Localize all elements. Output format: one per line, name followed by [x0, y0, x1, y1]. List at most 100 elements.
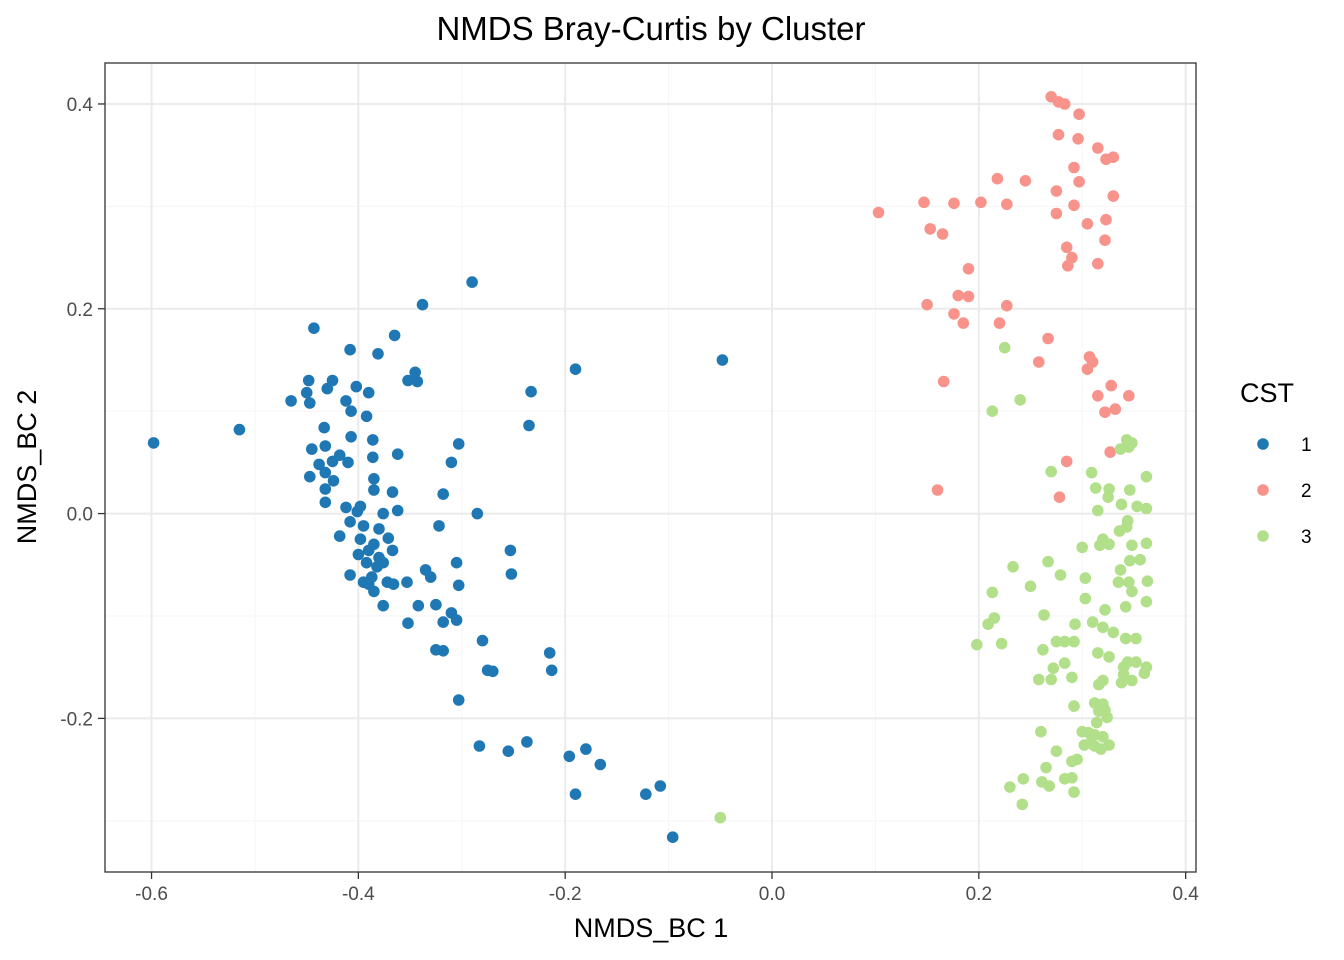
data-point-cluster-3: [1016, 798, 1029, 811]
data-point-cluster-3: [1094, 539, 1106, 552]
x-tick-label: 0.2: [966, 884, 992, 905]
data-point-cluster-3: [1101, 711, 1113, 724]
data-point-cluster-1: [450, 556, 463, 569]
data-point-cluster-2: [948, 308, 960, 320]
data-point-cluster-3: [1140, 470, 1153, 483]
data-point-cluster-2: [1068, 161, 1080, 174]
data-point-cluster-3: [1054, 569, 1067, 581]
data-point-cluster-1: [373, 523, 385, 535]
data-point-cluster-1: [345, 431, 357, 443]
data-point-cluster-3: [1103, 538, 1115, 551]
panel-border: [104, 62, 1197, 873]
data-point-cluster-2: [1109, 403, 1122, 415]
data-point-cluster-2: [1072, 133, 1084, 145]
data-point-cluster-3: [1123, 576, 1135, 588]
data-point-cluster-2: [1033, 356, 1045, 368]
data-point-cluster-3: [1124, 484, 1136, 496]
data-point-cluster-1: [367, 434, 379, 446]
data-point-cluster-3: [998, 341, 1011, 354]
data-point-cluster-1: [569, 363, 582, 376]
data-point-cluster-3: [1089, 482, 1102, 494]
data-point-cluster-1: [452, 694, 465, 706]
data-point-cluster-2: [962, 290, 975, 303]
data-point-cluster-3: [1068, 700, 1080, 712]
data-point-cluster-3: [1066, 755, 1078, 768]
data-point-cluster-1: [654, 780, 667, 792]
data-point-cluster-2: [962, 263, 975, 275]
data-point-cluster-2: [1081, 363, 1094, 376]
data-point-cluster-1: [409, 366, 422, 379]
data-point-cluster-3: [1097, 621, 1109, 634]
data-point-cluster-3: [1069, 618, 1081, 630]
data-point-cluster-1: [716, 354, 729, 366]
data-point-cluster-3: [1040, 761, 1052, 774]
data-point-cluster-2: [1081, 218, 1094, 230]
data-point-cluster-3: [971, 638, 983, 651]
data-point-cluster-1: [340, 395, 352, 407]
data-point-cluster-1: [300, 386, 313, 399]
data-point-cluster-1: [319, 483, 332, 495]
data-point-cluster-3: [1140, 595, 1153, 608]
data-point-cluster-2: [991, 172, 1004, 185]
data-point-cluster-1: [391, 504, 404, 517]
data-point-cluster-2: [1107, 190, 1120, 202]
data-point-cluster-1: [386, 486, 399, 498]
data-point-cluster-2: [918, 196, 930, 209]
data-point-cluster-2: [924, 223, 936, 235]
data-point-cluster-1: [569, 788, 582, 800]
chart-title: NMDS Bray-Curtis by Cluster: [436, 10, 865, 47]
data-point-cluster-3: [1076, 541, 1088, 554]
data-point-cluster-3: [1138, 667, 1151, 680]
data-point-cluster-3: [1037, 644, 1049, 656]
data-point-cluster-1: [304, 397, 316, 409]
data-point-cluster-3: [1050, 745, 1063, 757]
data-point-cluster-2: [937, 375, 950, 388]
data-point-cluster-1: [304, 470, 316, 483]
data-point-cluster-1: [401, 576, 413, 588]
data-point-cluster-3: [1047, 662, 1060, 674]
data-point-cluster-1: [416, 298, 429, 311]
x-axis-title: NMDS_BC 1: [574, 913, 729, 943]
data-points: [147, 91, 1154, 843]
data-point-cluster-1: [344, 343, 356, 356]
data-point-cluster-2: [1092, 257, 1104, 270]
data-point-cluster-2: [1058, 98, 1071, 110]
data-point-cluster-2: [1100, 153, 1112, 166]
data-point-cluster-1: [351, 505, 364, 518]
data-point-cluster-1: [319, 440, 332, 452]
data-point-cluster-3: [1126, 674, 1138, 687]
data-point-cluster-3: [1130, 656, 1142, 668]
data-point-cluster-1: [313, 458, 325, 471]
data-point-cluster-1: [505, 568, 518, 580]
data-point-cluster-1: [402, 374, 414, 387]
data-point-cluster-3: [1124, 554, 1136, 567]
data-point-cluster-1: [345, 405, 357, 418]
data-point-cluster-1: [445, 456, 458, 469]
data-point-cluster-3: [1093, 678, 1105, 691]
data-point-cluster-1: [327, 475, 340, 487]
data-point-cluster-1: [471, 507, 484, 520]
data-point-cluster-1: [319, 496, 332, 509]
data-point-cluster-1: [368, 585, 380, 598]
data-point-cluster-3: [1119, 601, 1132, 613]
data-point-cluster-1: [308, 322, 320, 335]
data-point-cluster-1: [430, 598, 442, 611]
data-point-cluster-1: [382, 532, 395, 544]
data-point-cluster-3: [1066, 772, 1078, 784]
legend-label-3: 3: [1301, 527, 1312, 548]
data-point-cluster-3: [1097, 731, 1109, 743]
data-point-cluster-3: [1043, 780, 1055, 792]
data-point-cluster-3: [1050, 635, 1063, 648]
data-point-cluster-3: [1115, 498, 1128, 511]
data-point-cluster-3: [1093, 705, 1105, 717]
data-point-cluster-1: [504, 544, 517, 557]
data-point-cluster-1: [543, 647, 556, 659]
legend: CST 1 2 3: [1240, 378, 1312, 548]
data-point-cluster-3: [1112, 576, 1125, 588]
data-point-cluster-2: [1060, 241, 1073, 254]
data-point-cluster-3: [1017, 773, 1030, 785]
data-point-cluster-1: [354, 533, 367, 545]
data-point-cluster-1: [342, 456, 354, 469]
data-point-cluster-1: [362, 544, 375, 557]
